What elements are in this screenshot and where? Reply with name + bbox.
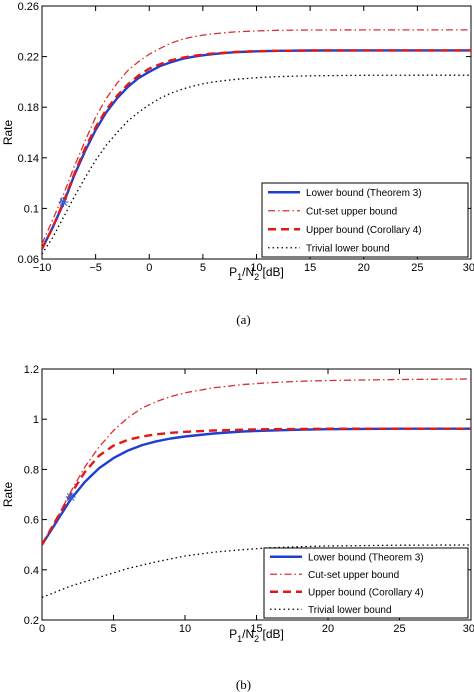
legend-label-4: Trivial lower bound	[306, 243, 390, 254]
chart-panel-b: 0 5 10 15 20 25 30 0.2 0.4 0.6 0.8 1 1.2 Rate P1/N2 [d…	[1, 364, 474, 644]
legend-label-2: Cut-set upper bound	[308, 570, 399, 581]
x-tick-label: 10	[179, 623, 191, 635]
star-marker	[59, 198, 68, 206]
legend-label-1: Lower bound (Theorem 3)	[308, 552, 424, 563]
figure-caption-b: (b)	[236, 677, 251, 692]
x-tick-label: 15	[250, 623, 262, 635]
series-line-3	[40, 49, 471, 250]
y-tick-label: 0.2	[24, 615, 39, 627]
y-tick-label: 0.06	[18, 254, 39, 266]
x-axis-label: P1/N2 [dB]	[229, 265, 284, 282]
legend: Lower bound (Theorem 3) Cut-set upper bou…	[261, 182, 469, 258]
legend-label-3: Upper bound (Corollary 4)	[308, 587, 424, 598]
legend-label-2: Cut-set upper bound	[306, 206, 397, 217]
series-line-2	[41, 378, 472, 546]
legend-box	[263, 547, 469, 619]
legend-label-1: Lower bound (Theorem 3)	[306, 188, 422, 199]
y-tick-label: 0.26	[18, 1, 39, 13]
x-tick-label: 30	[463, 262, 474, 274]
x-tick-label: 25	[393, 623, 405, 635]
x-tick-label: 0	[146, 262, 152, 274]
series-line-3	[40, 427, 471, 546]
star-marker	[66, 493, 75, 501]
x-tick-label: 30	[463, 623, 474, 635]
y-tick-label: 1.2	[24, 364, 39, 376]
figure-caption-a: (a)	[236, 312, 250, 327]
y-tick-label: 0.22	[18, 52, 39, 64]
x-tick-label: 5	[200, 262, 206, 274]
y-tick-label: 0.1	[24, 203, 39, 215]
y-axis-label: Rate	[1, 120, 15, 146]
y-axis-label: Rate	[1, 482, 15, 508]
y-tick-label: 0.14	[18, 153, 39, 165]
x-axis-label: P1/N2 [dB]	[229, 627, 284, 644]
x-tick-label: −10	[33, 262, 52, 274]
x-tick-label: −5	[89, 262, 102, 274]
series-line-4	[41, 544, 472, 599]
y-tick-label: 0.18	[18, 102, 39, 114]
y-tick-label: 0.8	[24, 464, 39, 476]
legend-label-4: Trivial lower bound	[308, 605, 392, 616]
x-tick-label: 10	[250, 262, 262, 274]
x-tick-label: 20	[358, 262, 370, 274]
x-tick-label: 20	[322, 623, 334, 635]
y-tick-label: 1	[33, 414, 39, 426]
x-tick-label: 5	[110, 623, 116, 635]
legend-box	[261, 182, 469, 258]
y-tick-label: 0.4	[24, 565, 39, 577]
series-line-2	[41, 29, 471, 245]
legend: Lower bound (Theorem 3) Cut-set upper bou…	[263, 547, 469, 619]
legend-label-3: Upper bound (Corollary 4)	[306, 225, 422, 236]
x-tick-label: 25	[411, 262, 423, 274]
x-tick-label: 15	[304, 262, 316, 274]
y-tick-label: 0.6	[24, 515, 39, 527]
series-line-1	[40, 427, 471, 546]
x-tick-label: 0	[39, 623, 45, 635]
chart-panel-a: −10 −5 0 5 10 15 20 25 30 0.06 0.1 0.14 0.18 0.22 0.26…	[1, 1, 474, 282]
